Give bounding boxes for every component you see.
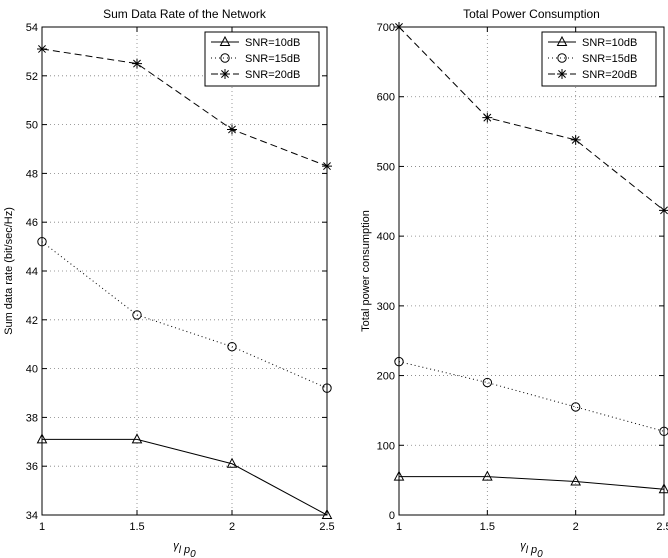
- y-tick-label: 44: [26, 266, 38, 278]
- data-point: [393, 470, 405, 481]
- legend: SNR=10dB SNR=15dB SNR=20dB: [204, 31, 320, 87]
- data-point: [132, 310, 142, 320]
- data-point: [322, 161, 332, 172]
- data-point: [570, 402, 581, 412]
- legend-box: [541, 31, 657, 87]
- data-point: [570, 475, 581, 486]
- series-line: [42, 438, 328, 516]
- x-tick-label: 1: [39, 521, 45, 533]
- data-point: [132, 58, 142, 69]
- data-point: [482, 377, 493, 388]
- x-tick-label: 2: [573, 521, 579, 533]
- data-point: [37, 237, 47, 247]
- legend-label: SNR=15dB: [582, 53, 637, 65]
- data-point: [482, 470, 493, 481]
- x-tick-label: 1: [396, 521, 402, 533]
- y-tick-label: 38: [26, 412, 38, 424]
- legend-marker: [557, 69, 567, 79]
- chart-title: Sum Data Rate of the Network: [103, 7, 267, 21]
- chart-panel-1: 1 1.5 2 2.5 34 36 38 40 42 44 46 48 50 52 54 Sum Data R…: [3, 7, 335, 558]
- y-axis-label: Total power consumption: [360, 210, 372, 332]
- plot-area: [399, 27, 664, 515]
- y-tick-label: 52: [26, 71, 38, 83]
- axes-frame: [398, 26, 665, 516]
- data-point: [659, 205, 668, 216]
- data-point: [658, 483, 668, 494]
- chart-title: Total Power Consumption: [463, 7, 600, 21]
- legend-label: SNR=20dB: [245, 69, 300, 81]
- x-tick-label: 1.5: [129, 521, 144, 533]
- legend: SNR=10dB SNR=15dB SNR=20dB: [541, 31, 657, 87]
- data-point: [227, 341, 237, 352]
- legend-box: [204, 31, 320, 87]
- legend-marker: [220, 69, 230, 79]
- y-tick-label: 100: [377, 440, 395, 452]
- data-point: [394, 356, 404, 367]
- x-tick-label: 1.5: [480, 521, 495, 533]
- y-tick-label: 40: [26, 364, 38, 376]
- y-tick-label: 400: [377, 231, 395, 243]
- x-axis-label: γl p0: [173, 540, 196, 558]
- series-3: [394, 22, 668, 216]
- series-1: [36, 433, 333, 519]
- y-tick-label: 34: [26, 510, 38, 522]
- y-tick-label: 42: [26, 315, 38, 327]
- data-point: [570, 134, 581, 145]
- series-line: [399, 476, 665, 490]
- series-line: [398, 361, 665, 432]
- data-point: [36, 433, 48, 444]
- y-tick-label: 46: [26, 217, 38, 229]
- y-axis-label: Sum data rate (bit/sec/Hz): [3, 207, 15, 335]
- data-point: [659, 426, 668, 437]
- data-point: [322, 383, 332, 393]
- legend-label: SNR=20dB: [582, 69, 637, 81]
- data-point: [226, 457, 238, 468]
- data-point: [37, 43, 47, 54]
- series-2: [394, 356, 668, 437]
- y-tick-label: 200: [377, 371, 395, 383]
- legend-marker: [220, 53, 230, 63]
- y-tick-label: 36: [26, 461, 38, 473]
- data-point: [227, 124, 237, 135]
- legend-marker: [556, 35, 568, 46]
- y-tick-label: 50: [26, 120, 38, 132]
- series-1: [393, 470, 668, 494]
- chart-panel-2: 1 1.5 2 2.5 0 100 200 300 400 500 600 700 Total Powe…: [360, 7, 668, 558]
- y-tick-label: 48: [26, 168, 38, 180]
- y-tick-label: 500: [377, 161, 395, 173]
- data-point: [131, 433, 143, 444]
- y-tick-label: 700: [377, 22, 395, 34]
- legend-label: SNR=10dB: [582, 37, 637, 49]
- legend-label: SNR=15dB: [245, 53, 300, 65]
- series-line: [41, 48, 328, 167]
- data-point: [321, 508, 333, 519]
- y-tick-label: 54: [26, 22, 38, 34]
- y-tick-label: 0: [389, 510, 395, 522]
- y-tick-label: 600: [377, 92, 395, 104]
- legend-label: SNR=10dB: [245, 37, 300, 49]
- series-2: [37, 237, 332, 393]
- legend-marker: [219, 35, 231, 46]
- x-tick-label: 2.5: [319, 521, 334, 533]
- series-3: [37, 43, 332, 172]
- data-point: [394, 22, 404, 32]
- x-axis-label: γl p0: [520, 540, 543, 558]
- y-tick-label: 300: [377, 301, 395, 313]
- x-tick-label: 2.5: [656, 521, 668, 533]
- plot-area: [42, 27, 327, 515]
- legend-marker: [557, 53, 567, 63]
- data-point: [482, 112, 493, 123]
- x-tick-label: 2: [229, 521, 235, 533]
